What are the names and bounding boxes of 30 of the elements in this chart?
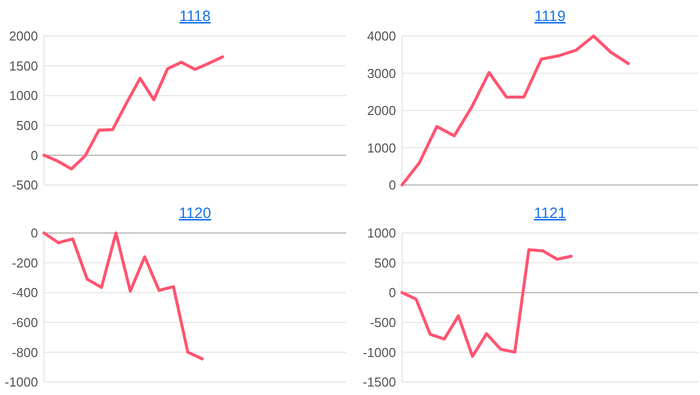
y-tick-label: 4000 bbox=[367, 28, 396, 44]
y-tick-label: 0 bbox=[388, 285, 396, 300]
y-tick-label: -500 bbox=[370, 314, 396, 330]
y-tick-label: 2000 bbox=[9, 28, 38, 44]
y-tick-label: 1000 bbox=[367, 140, 396, 156]
chart-title: 1121 bbox=[534, 205, 566, 222]
line-series bbox=[400, 248, 573, 358]
y-tick-label: 1500 bbox=[9, 58, 38, 74]
line-series bbox=[42, 55, 224, 170]
y-tick-label: 1000 bbox=[9, 88, 38, 104]
y-tick-label: -600 bbox=[12, 314, 38, 330]
y-tick-label: 0 bbox=[30, 226, 38, 241]
y-tick-label: -400 bbox=[12, 285, 38, 300]
y-tick-label: -1500 bbox=[362, 374, 396, 390]
y-tick-label: -200 bbox=[12, 255, 38, 270]
y-tick-label: -1000 bbox=[4, 374, 38, 390]
line-series bbox=[42, 232, 204, 360]
y-tick-label: 1000 bbox=[367, 226, 396, 241]
chart-title: 1120 bbox=[178, 205, 212, 222]
y-tick-label: 3000 bbox=[367, 66, 396, 81]
y-tick-label: 500 bbox=[374, 255, 396, 270]
y-tick-label: -500 bbox=[12, 178, 38, 193]
chart-title: 1118 bbox=[179, 8, 211, 25]
y-tick-label: 0 bbox=[30, 148, 38, 163]
y-tick-label: 500 bbox=[16, 118, 38, 133]
chart-title: 1119 bbox=[534, 8, 566, 25]
y-tick-label: 0 bbox=[388, 178, 396, 193]
y-tick-label: 2000 bbox=[367, 103, 396, 118]
y-tick-label: -800 bbox=[12, 344, 38, 360]
y-tick-label: -1000 bbox=[362, 344, 396, 360]
